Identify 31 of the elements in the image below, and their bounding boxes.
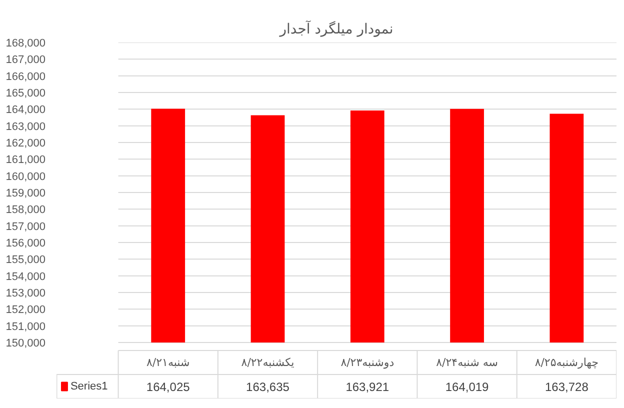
y-tick-label: 159,000 — [6, 188, 46, 200]
y-tick-label: 165,000 — [6, 88, 46, 100]
x-tick-label: سه شنبه۸/۲۴ — [436, 356, 498, 369]
data-label: 163,921 — [346, 380, 390, 394]
y-tick-label: 150,000 — [6, 338, 46, 350]
y-tick-label: 158,000 — [6, 204, 46, 216]
y-tick-label: 162,000 — [6, 138, 46, 150]
y-tick-label: 163,000 — [6, 120, 46, 133]
y-tick-label: 152,000 — [6, 304, 46, 316]
y-tick-label: 168,000 — [6, 38, 46, 50]
y-tick-label: 160,000 — [6, 170, 46, 183]
y-tick-label: 164,000 — [6, 104, 46, 116]
y-tick-label: 156,000 — [6, 238, 46, 250]
x-tick-label: دوشنبه۸/۲۳ — [340, 356, 394, 369]
chart-title: نمودار میلگرد آجدار — [278, 20, 394, 38]
data-label: 163,728 — [544, 380, 589, 394]
y-tick-label: 154,000 — [6, 270, 46, 283]
x-tick-label: یکشنبه۸/۲۲ — [241, 356, 294, 369]
y-tick-label: 161,000 — [6, 154, 46, 166]
y-tick-label: 155,000 — [6, 254, 46, 266]
data-label: 164,019 — [445, 380, 490, 394]
y-tick-label: 166,000 — [6, 70, 46, 83]
data-label: 163,635 — [246, 380, 290, 394]
x-tick-label: شنبه۸/۲۱ — [146, 356, 190, 369]
y-tick-label: 167,000 — [6, 54, 46, 66]
data-label: 164,025 — [146, 380, 190, 394]
x-tick-label: چهارشنبه۸/۲۵ — [534, 356, 599, 369]
y-tick-label: 153,000 — [6, 288, 46, 300]
legend-label: Series1 — [70, 380, 108, 392]
y-tick-label: 157,000 — [6, 220, 46, 233]
y-tick-label: 151,000 — [6, 320, 46, 333]
